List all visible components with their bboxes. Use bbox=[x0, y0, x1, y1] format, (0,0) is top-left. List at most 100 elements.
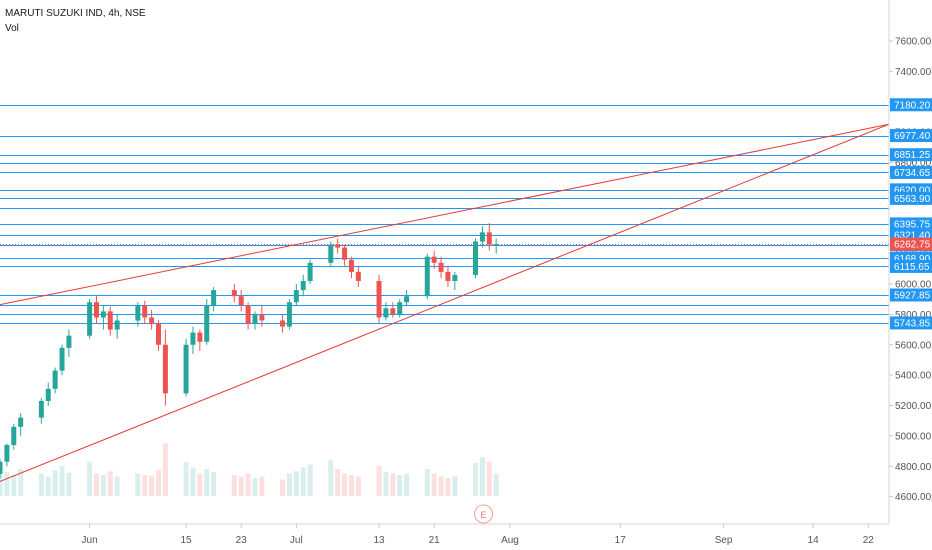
volume-bar bbox=[190, 467, 196, 496]
candle-body bbox=[45, 388, 51, 401]
candle-body bbox=[438, 262, 444, 272]
horizontal-levels bbox=[0, 105, 889, 324]
candle-body bbox=[11, 426, 17, 446]
symbol-title: MARUTI SUZUKI IND, 4h, NSE bbox=[5, 8, 146, 19]
price-label-tag bbox=[890, 217, 932, 231]
candle-body bbox=[100, 311, 106, 318]
candle-body bbox=[190, 332, 196, 345]
volume-bar bbox=[259, 476, 265, 496]
price-tick-label: 4800.00 bbox=[895, 462, 932, 473]
candle-body bbox=[135, 305, 141, 321]
price-tick-label: 5200.00 bbox=[895, 401, 932, 412]
volume-bar bbox=[424, 469, 430, 496]
price-tick-label: 6800.00 bbox=[895, 158, 932, 169]
volume-bar bbox=[342, 473, 348, 496]
volume-bar bbox=[300, 467, 306, 496]
candle-body bbox=[342, 247, 348, 260]
candle-body bbox=[66, 335, 72, 348]
volume-bar bbox=[397, 475, 403, 496]
volume-label: Vol bbox=[5, 23, 19, 34]
price-label-text: 6977.40 bbox=[894, 131, 931, 142]
price-label-tag bbox=[890, 288, 932, 302]
candle-body bbox=[479, 232, 485, 242]
price-tick-label: 5600.00 bbox=[895, 340, 932, 351]
price-label-tag bbox=[890, 191, 932, 205]
trendlines bbox=[0, 123, 890, 482]
candle-body bbox=[162, 344, 168, 394]
volume-bar bbox=[162, 443, 168, 496]
volume-bar bbox=[473, 463, 479, 496]
price-label-tag bbox=[890, 129, 932, 143]
volume-bar bbox=[404, 473, 410, 496]
volume-bar bbox=[486, 461, 492, 496]
candle-body bbox=[252, 314, 258, 324]
candle-body bbox=[280, 320, 286, 327]
price-label-text: 6620.00 bbox=[894, 185, 931, 196]
price-label-text: 6734.65 bbox=[894, 168, 931, 179]
price-label-text: 6115.65 bbox=[894, 262, 930, 273]
time-tick-label: 14 bbox=[808, 535, 820, 546]
candle-body bbox=[18, 417, 24, 427]
volume-bar bbox=[149, 475, 155, 496]
candle-body bbox=[245, 305, 251, 324]
time-tick-label: 17 bbox=[615, 535, 627, 546]
candle-body bbox=[231, 290, 237, 297]
volume-bar bbox=[135, 473, 141, 496]
candle-body bbox=[486, 232, 492, 245]
trendline bbox=[0, 123, 890, 482]
volume-bar bbox=[293, 471, 299, 496]
volume-bar bbox=[280, 479, 286, 496]
volume-bar bbox=[11, 475, 17, 496]
price-label-text: 7180.20 bbox=[894, 100, 931, 111]
price-label-text: 6168.90 bbox=[894, 254, 931, 265]
volume-bar bbox=[493, 473, 499, 496]
current-price-text: 6262.75 bbox=[894, 240, 931, 251]
candle-body bbox=[335, 244, 341, 248]
candle-body bbox=[376, 280, 382, 318]
time-tick-label: Sep bbox=[715, 535, 733, 546]
volume-bar bbox=[438, 476, 444, 496]
time-tick-label: Jun bbox=[82, 535, 98, 546]
volume-bar bbox=[245, 473, 251, 496]
event-marker[interactable]: E bbox=[474, 504, 494, 524]
price-label-tag bbox=[890, 165, 932, 179]
candle-body bbox=[348, 259, 354, 272]
candle-body bbox=[307, 262, 313, 281]
price-label-text: 6851.25 bbox=[894, 150, 931, 161]
volume-bar bbox=[114, 476, 120, 496]
volume-bar bbox=[211, 472, 217, 496]
volume-bar bbox=[100, 475, 106, 496]
volume-bar bbox=[355, 476, 361, 496]
price-label-tag bbox=[890, 148, 932, 162]
candle-body bbox=[397, 302, 403, 315]
time-tick-label: 13 bbox=[373, 535, 385, 546]
candle-body bbox=[0, 461, 3, 474]
price-label-tag bbox=[890, 259, 932, 273]
price-label-tag bbox=[890, 98, 932, 112]
time-axis[interactable]: Jun 15 23 Jul 13 21 Aug 17 Sep 14 22 bbox=[82, 524, 875, 546]
candle-body bbox=[452, 274, 458, 281]
volume-bar bbox=[390, 473, 396, 496]
volume-bar bbox=[452, 476, 458, 496]
earnings-event-icon bbox=[474, 504, 494, 524]
candle-body bbox=[355, 271, 361, 281]
candle-body bbox=[59, 347, 65, 371]
price-label-text: 6321.40 bbox=[894, 231, 931, 242]
time-tick-label: 23 bbox=[236, 535, 248, 546]
price-tick-label: 7400.00 bbox=[895, 67, 932, 78]
volume-bar bbox=[0, 467, 3, 496]
volume-bar bbox=[348, 475, 354, 496]
volume-bar bbox=[197, 473, 203, 496]
price-tick-label: 5000.00 bbox=[895, 431, 932, 442]
volume-bar bbox=[4, 472, 10, 496]
price-label-text: 5927.85 bbox=[894, 290, 931, 301]
earnings-event-label: E bbox=[481, 510, 487, 520]
volume-bar bbox=[204, 469, 210, 496]
price-label-text: 6563.90 bbox=[894, 194, 931, 205]
candle-body bbox=[197, 332, 203, 342]
volume-bar bbox=[335, 469, 341, 496]
candle-body bbox=[114, 320, 120, 330]
candle-body bbox=[87, 302, 93, 336]
